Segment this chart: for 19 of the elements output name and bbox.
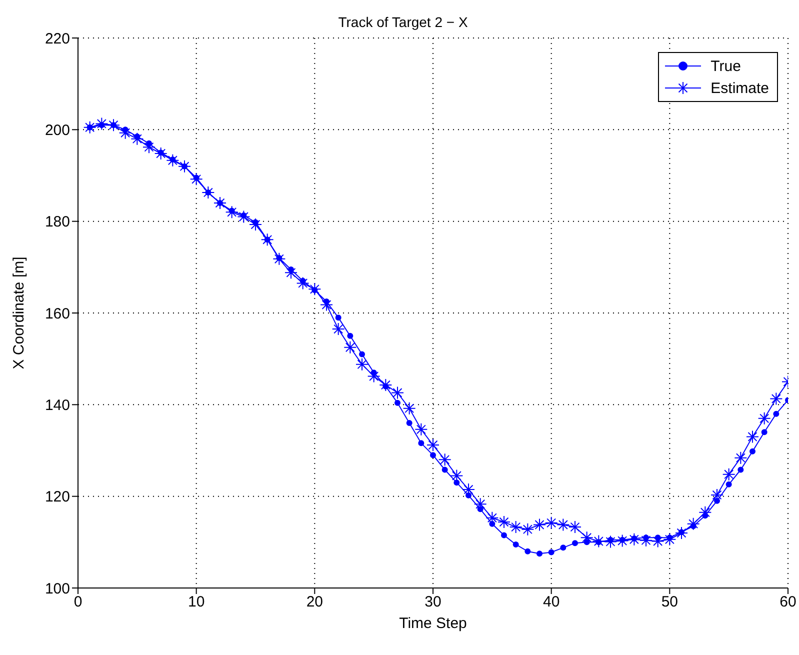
x-tick-label: 10 xyxy=(188,594,205,611)
chart-title: Track of Target 2 − X xyxy=(337,14,469,30)
y-tick-label: 100 xyxy=(44,580,70,598)
y-tick-label: 120 xyxy=(44,488,70,506)
x-tick-label: 20 xyxy=(306,594,324,611)
x-tick-label: 30 xyxy=(424,594,442,611)
x-tick-label: 0 xyxy=(74,594,82,611)
y-tick-label: 160 xyxy=(44,305,70,322)
x-tick-label: 50 xyxy=(661,594,678,611)
y-tick-label: 140 xyxy=(44,396,70,414)
legend-label: True xyxy=(710,58,741,74)
legend-label: Estimate xyxy=(710,80,769,96)
y-tick-label: 180 xyxy=(44,214,70,231)
y-tick-label: 220 xyxy=(44,30,70,48)
x-tick-label: 40 xyxy=(542,594,560,611)
x-tick-label: 60 xyxy=(780,594,796,611)
y-tick-label: 200 xyxy=(44,122,70,139)
x-axis-title: Time Step xyxy=(399,615,467,632)
y-axis-title: X Coordinate [m] xyxy=(10,256,28,370)
